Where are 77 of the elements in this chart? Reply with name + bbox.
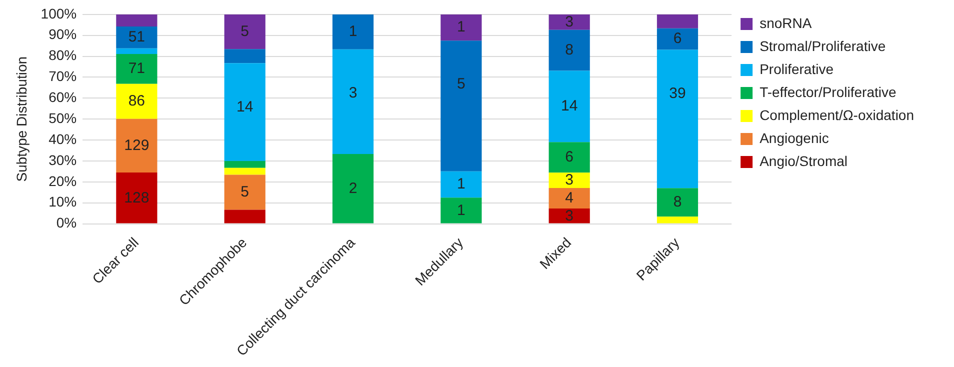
annotation: 8 (565, 41, 574, 58)
bar (440, 14, 482, 41)
bar (116, 26, 158, 48)
bar (656, 28, 698, 50)
legend-label: T-effector/Proliferative (760, 84, 896, 100)
annotation: 4 (565, 189, 574, 206)
bar (548, 70, 590, 142)
annotation: 5 (457, 76, 466, 93)
annotation: 129 (124, 136, 150, 154)
annotation: 14 (236, 98, 254, 116)
annotation: 6 (673, 30, 682, 48)
bar (116, 48, 158, 54)
annotation: 1 (457, 202, 466, 219)
y-tick-label: 80% (48, 47, 77, 64)
annotation: 39 (669, 84, 686, 102)
bar (224, 174, 266, 210)
bar (224, 14, 266, 50)
y-tick-label: 90% (48, 26, 77, 42)
legend-label: Angio/Stromal (760, 152, 848, 169)
annotation: 1 (348, 23, 358, 40)
annotation: 1 (457, 18, 466, 36)
bar (224, 160, 266, 168)
bar (440, 198, 482, 224)
legend-label: Angiogenic (760, 130, 829, 146)
y-tick-label: 70% (48, 68, 77, 84)
y-tick-label: 30% (48, 152, 77, 168)
bar (440, 40, 482, 172)
annotation: 5 (240, 183, 250, 200)
annotation: 2 (348, 180, 358, 198)
annotation: 8 (673, 194, 682, 211)
bar (656, 188, 698, 217)
bar (224, 168, 266, 175)
y-tick-label: 50% (48, 110, 77, 126)
bar (224, 49, 266, 64)
legend-label: snoRNA (760, 14, 812, 31)
y-tick-label: 10% (48, 194, 77, 210)
bar (548, 142, 590, 173)
annotation: 3 (565, 13, 574, 30)
bar (116, 84, 158, 119)
y-tick-label: 20% (48, 172, 77, 189)
bar (656, 216, 698, 224)
annotation: 51 (128, 28, 146, 46)
annotation: 3 (565, 171, 574, 188)
annotation: 71 (128, 60, 146, 78)
bar (548, 188, 590, 208)
bar (548, 208, 590, 224)
y-tick-label: 40% (48, 130, 77, 147)
bar (332, 14, 374, 50)
bar (548, 30, 590, 71)
annotation: 128 (124, 189, 150, 206)
bar (224, 210, 266, 224)
bar (656, 14, 698, 28)
bar (440, 171, 482, 198)
bar (332, 49, 374, 154)
annotation: 1 (457, 176, 466, 193)
legend-label: Stromal/Proliferative (760, 38, 886, 54)
annotation: 3 (565, 207, 574, 224)
annotation: 3 (348, 84, 358, 102)
annotation: 86 (128, 92, 146, 110)
bar (656, 50, 698, 188)
y-tick-label: 60% (48, 89, 77, 106)
bar (116, 172, 158, 224)
bar (116, 14, 158, 27)
legend-label: Proliferative (760, 60, 834, 77)
bar (116, 118, 158, 172)
bar (332, 154, 374, 224)
bar (548, 172, 590, 188)
annotation: 14 (560, 98, 578, 115)
y-tick-label: 100% (40, 5, 77, 22)
y-tick-label: 0% (56, 214, 77, 231)
legend-label: Complement/Ω-oxidation (760, 106, 914, 123)
annotation: 6 (565, 148, 574, 166)
bar (116, 54, 158, 84)
bar (548, 14, 590, 30)
bar (224, 63, 266, 161)
y-axis-title: Subtype Distribution (13, 56, 30, 182)
annotation: 5 (240, 22, 250, 40)
